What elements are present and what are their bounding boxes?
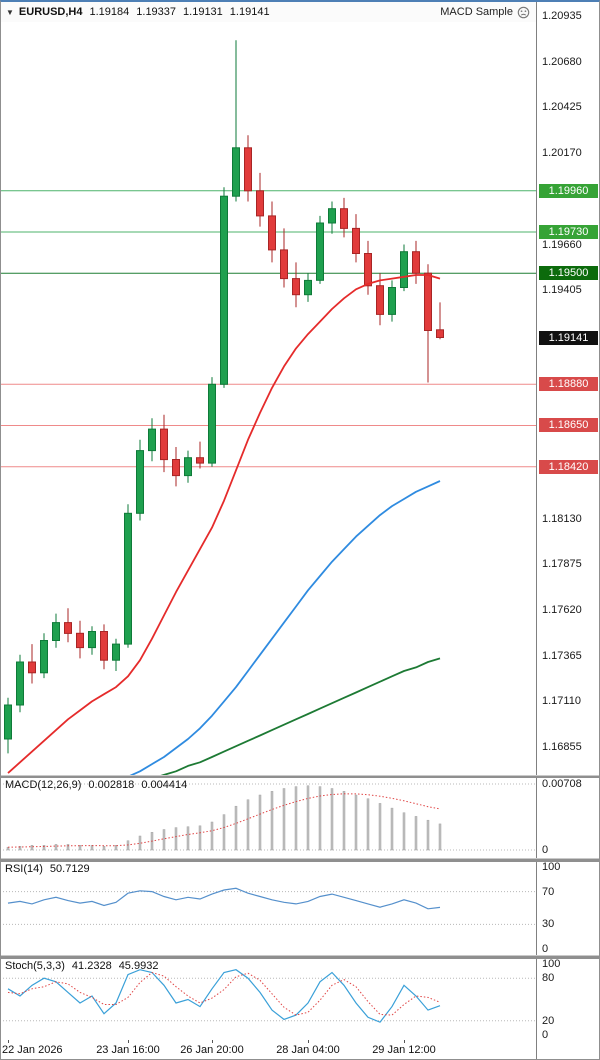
rsi-panel: RSI(14) 50.7129 bbox=[0, 862, 536, 955]
expert-advisor-status[interactable]: MACD Sample bbox=[440, 6, 530, 19]
panel-splitter[interactable] bbox=[0, 858, 600, 862]
ma-slow-green bbox=[160, 657, 441, 775]
rsi-line bbox=[7, 887, 441, 910]
smiley-icon bbox=[517, 6, 530, 18]
panel-splitter[interactable] bbox=[0, 955, 600, 959]
ohlc-low-value: 1.19131 bbox=[183, 6, 223, 18]
price-tick-label: 1.20680 bbox=[542, 56, 582, 68]
stochastic-k-line bbox=[7, 969, 441, 1023]
stochastic-d-line bbox=[7, 971, 441, 1016]
ma-mid-blue bbox=[129, 480, 441, 775]
symbol-timeframe-label: EURUSD,H4 bbox=[18, 6, 83, 18]
rsi-scale-label: 0 bbox=[542, 943, 549, 955]
stochastic-scale-label: 100 bbox=[542, 958, 561, 970]
price-tick-label: 1.17110 bbox=[542, 695, 581, 707]
time-axis-label: 28 Jan 04:00 bbox=[276, 1044, 340, 1056]
stochastic-scale-label: 80 bbox=[542, 972, 555, 984]
price-level-badge: 1.19500 bbox=[539, 266, 598, 280]
macd-scale-label: 0 bbox=[542, 844, 549, 856]
price-tick-label: 1.20425 bbox=[542, 101, 582, 113]
price-tick-label: 1.17365 bbox=[542, 650, 582, 662]
price-tick-label: 1.16855 bbox=[542, 741, 582, 753]
stochastic-scale-label: 0 bbox=[542, 1029, 549, 1041]
macd-label: MACD(12,26,9) 0.002818 0.004414 bbox=[5, 779, 187, 791]
price-tick-label: 1.19405 bbox=[542, 284, 582, 296]
symbol-dropdown-icon[interactable]: ▼ bbox=[6, 7, 14, 17]
time-axis-label: 23 Jan 16:00 bbox=[96, 1044, 160, 1056]
rsi-label: RSI(14) 50.7129 bbox=[5, 863, 90, 875]
rsi-value: 50.7129 bbox=[49, 863, 90, 875]
price-level-badge: 1.18420 bbox=[539, 460, 598, 474]
price-tick-label: 1.17620 bbox=[542, 604, 582, 616]
price-tick-label: 1.18130 bbox=[542, 513, 582, 525]
stochastic-d-value: 45.9932 bbox=[118, 960, 159, 972]
macd-title: MACD(12,26,9) bbox=[5, 779, 82, 791]
rsi-title: RSI(14) bbox=[5, 863, 43, 875]
price-level-badge: 1.19730 bbox=[539, 225, 598, 239]
price-tick-label: 1.17875 bbox=[542, 558, 582, 570]
current-price-badge: 1.19141 bbox=[539, 331, 598, 345]
time-axis[interactable]: 22 Jan 2026 23 Jan 16:00 26 Jan 20:00 28 Ja… bbox=[0, 1040, 536, 1060]
ohlc-high-value: 1.19337 bbox=[136, 6, 177, 18]
macd-chart bbox=[0, 783, 536, 851]
time-tick bbox=[404, 1040, 405, 1043]
expert-advisor-label: MACD Sample bbox=[440, 6, 513, 18]
time-axis-label: 29 Jan 12:00 bbox=[372, 1044, 436, 1056]
price-level-badge: 1.18650 bbox=[539, 418, 598, 432]
stochastic-panel: Stoch(5,3,3) 41.2328 45.9932 bbox=[0, 959, 536, 1040]
ma-fast-red bbox=[7, 274, 441, 774]
macd-signal-value: 0.004414 bbox=[141, 779, 188, 791]
level-lines bbox=[0, 190, 536, 468]
chart-header: ▼ EURUSD,H4 1.19184 1.19337 1.19131 1.19… bbox=[0, 2, 536, 22]
stochastic-scale-label: 20 bbox=[542, 1015, 555, 1027]
time-tick bbox=[212, 1040, 213, 1043]
rsi-scale-label: 100 bbox=[542, 861, 561, 873]
price-level-badge: 1.19960 bbox=[539, 184, 598, 198]
time-tick bbox=[308, 1040, 309, 1043]
price-scale[interactable]: 1.20935 1.20680 1.20425 1.20170 1.19660 1.194… bbox=[536, 0, 600, 1060]
rsi-scale-label: 30 bbox=[542, 918, 555, 930]
macd-signal-line bbox=[7, 793, 441, 848]
time-tick bbox=[8, 1040, 9, 1043]
macd-histogram bbox=[6, 785, 442, 851]
stochastic-label: Stoch(5,3,3) 41.2328 45.9932 bbox=[5, 960, 158, 972]
ohlc-close-value: 1.19141 bbox=[229, 6, 270, 18]
stochastic-title: Stoch(5,3,3) bbox=[5, 960, 65, 972]
stochastic-k-value: 41.2328 bbox=[71, 960, 112, 972]
candles bbox=[4, 40, 444, 754]
macd-panel: MACD(12,26,9) 0.002818 0.004414 bbox=[0, 778, 536, 858]
candlestick-chart[interactable] bbox=[0, 22, 536, 775]
price-level-badge: 1.18880 bbox=[539, 377, 598, 391]
panel-splitter[interactable] bbox=[0, 775, 600, 778]
stochastic-chart bbox=[0, 969, 536, 1023]
rsi-scale-label: 70 bbox=[542, 886, 555, 898]
macd-scale-label: 0.00708 bbox=[542, 778, 582, 790]
rsi-chart bbox=[0, 887, 536, 925]
time-axis-label: 26 Jan 20:00 bbox=[180, 1044, 244, 1056]
time-tick bbox=[128, 1040, 129, 1043]
price-tick-label: 1.20935 bbox=[542, 10, 582, 22]
time-axis-label: 22 Jan 2026 bbox=[2, 1044, 63, 1056]
price-tick-label: 1.20170 bbox=[542, 147, 582, 159]
price-tick-label: 1.19660 bbox=[542, 239, 582, 251]
ohlc-open-value: 1.19184 bbox=[89, 6, 130, 18]
macd-main-value: 0.002818 bbox=[88, 779, 135, 791]
